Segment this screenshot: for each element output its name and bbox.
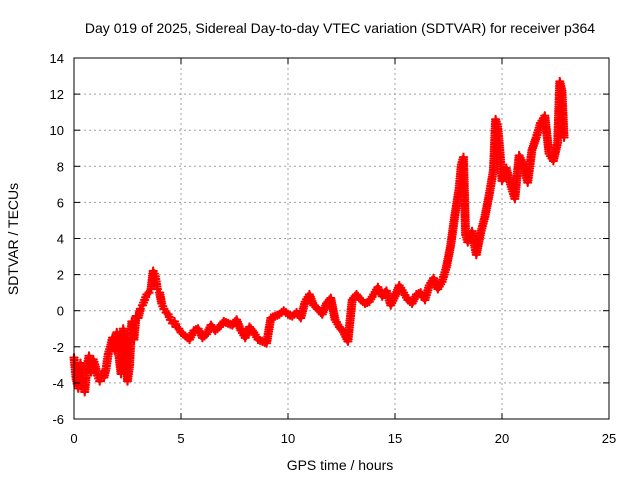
y-tick-label: 0 xyxy=(57,304,64,319)
y-tick-label: -6 xyxy=(52,412,64,427)
y-tick-label: -4 xyxy=(52,376,64,391)
grid-lines xyxy=(74,58,609,419)
axis-ticks xyxy=(73,57,610,420)
chart-title: Day 019 of 2025, Sidereal Day-to-day VTE… xyxy=(85,20,595,36)
x-tick-label: 20 xyxy=(495,431,509,446)
y-tick-label: 4 xyxy=(57,232,64,247)
data-points xyxy=(69,76,569,397)
x-axis-label: GPS time / hours xyxy=(287,457,394,473)
y-axis-label: SDTVAR / TECUs xyxy=(5,183,21,295)
x-tick-label: 10 xyxy=(281,431,295,446)
y-tick-labels: -6 -4 -2 0 2 4 6 8 10 12 14 xyxy=(50,51,64,427)
y-tick-label: 10 xyxy=(50,123,64,138)
x-tick-label: 0 xyxy=(70,431,77,446)
y-tick-label: 12 xyxy=(50,87,64,102)
data-point xyxy=(559,132,569,143)
x-tick-label: 25 xyxy=(602,431,616,446)
y-tick-label: -2 xyxy=(52,340,64,355)
y-tick-label: 2 xyxy=(57,268,64,283)
x-tick-labels: 0 5 10 15 20 25 xyxy=(70,431,616,446)
x-tick-label: 15 xyxy=(388,431,402,446)
y-tick-label: 6 xyxy=(57,195,64,210)
y-tick-label: 8 xyxy=(57,159,64,174)
y-tick-label: 14 xyxy=(50,51,64,66)
x-tick-label: 5 xyxy=(177,431,184,446)
